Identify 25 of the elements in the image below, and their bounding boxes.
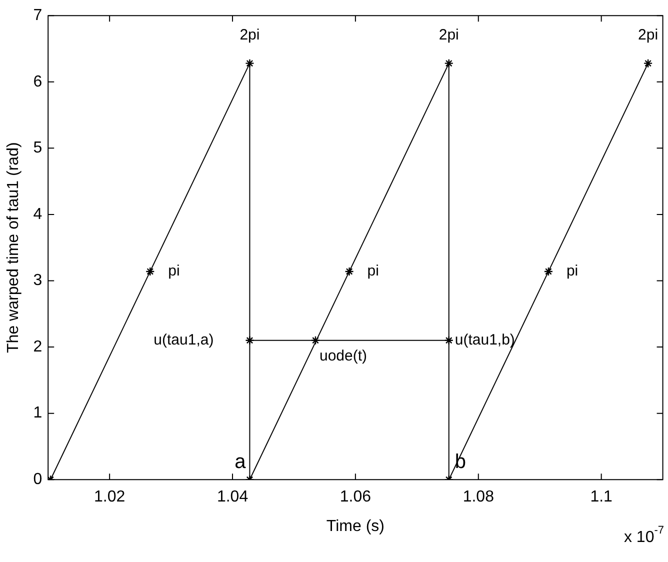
annotation: 2pi: [240, 26, 260, 44]
x-tick-label: 1.02: [94, 488, 126, 506]
y-tick-label: 4: [33, 206, 42, 223]
y-tick-label: 0: [33, 471, 42, 488]
x-axis-title: Time (s): [326, 518, 384, 535]
y-axis-title: The warped time of tau1 (rad): [5, 142, 22, 353]
annotation: uode(t): [319, 348, 368, 365]
y-tick-label: 7: [33, 7, 42, 24]
x-tick-label: 1.04: [216, 488, 248, 506]
x-tick-label: 1.06: [340, 488, 372, 506]
x-tick-label: 1.08: [462, 488, 494, 506]
y-tick-label: 3: [33, 272, 42, 290]
annotation: u(tau1,b): [454, 332, 515, 349]
x-tick-label: 1.1: [590, 488, 613, 506]
annotation: 2pi: [438, 26, 459, 44]
annotation: pi: [367, 262, 379, 280]
annotation: pi: [168, 262, 180, 280]
y-tick-label: 6: [33, 73, 42, 90]
y-tick-label: 1: [33, 404, 42, 422]
annotation: pi: [566, 262, 578, 280]
annotation: u(tau1,a): [154, 332, 214, 349]
y-tick-label: 5: [33, 140, 42, 157]
annotation: a: [234, 451, 247, 474]
y-tick-label: 2: [33, 338, 42, 356]
annotation: 2pi: [638, 26, 658, 44]
